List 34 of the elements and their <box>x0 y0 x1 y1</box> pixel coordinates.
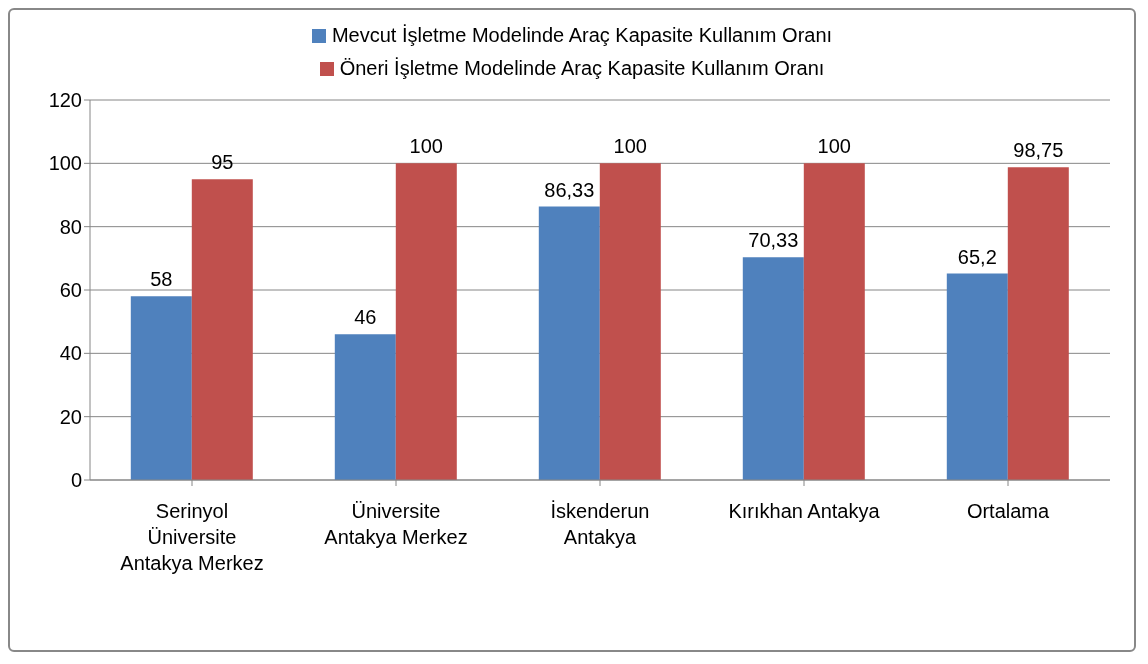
bar <box>742 257 804 480</box>
y-tick-label: 60 <box>59 279 82 302</box>
bar <box>334 334 396 480</box>
data-label: 100 <box>409 135 443 158</box>
y-tick-label: 80 <box>59 215 82 238</box>
legend-label: Mevcut İşletme Modelinde Araç Kapasite Kullanım Oranı <box>331 24 833 47</box>
legend-label: Öneri İşletme Modelinde Araç Kapasite Kullanım Oranı <box>339 57 825 80</box>
data-label: 100 <box>613 135 647 158</box>
x-tick-label: Ortalama <box>966 500 1050 522</box>
bar <box>395 163 457 480</box>
y-tick-label: 40 <box>59 342 82 365</box>
x-tick-label: Üniversite Antakya Merkez <box>324 500 468 548</box>
data-label: 100 <box>817 135 851 158</box>
bar <box>599 163 661 480</box>
bar <box>946 273 1008 480</box>
y-tick-label: 100 <box>48 152 82 175</box>
data-label: 65,2 <box>957 245 997 268</box>
data-label: 46 <box>354 306 377 329</box>
bar <box>538 206 600 480</box>
bar <box>803 163 865 480</box>
x-tick-label: Kırıkhan Antakya <box>728 500 881 522</box>
y-tick-label: 20 <box>59 405 82 428</box>
bar <box>130 296 192 480</box>
data-label: 98,75 <box>1013 139 1064 162</box>
y-tick-label: 0 <box>70 469 82 492</box>
data-label: 70,33 <box>748 229 799 252</box>
x-tick-label: Serinyol Üniversite Antakya Merkez <box>120 500 264 574</box>
x-tick-label: İskenderun Antakya <box>550 500 650 548</box>
data-label: 86,33 <box>544 178 595 201</box>
data-label: 58 <box>150 268 173 291</box>
data-label: 95 <box>211 151 234 174</box>
bar <box>1007 167 1069 480</box>
bar <box>191 179 253 480</box>
y-tick-label: 120 <box>48 89 82 112</box>
